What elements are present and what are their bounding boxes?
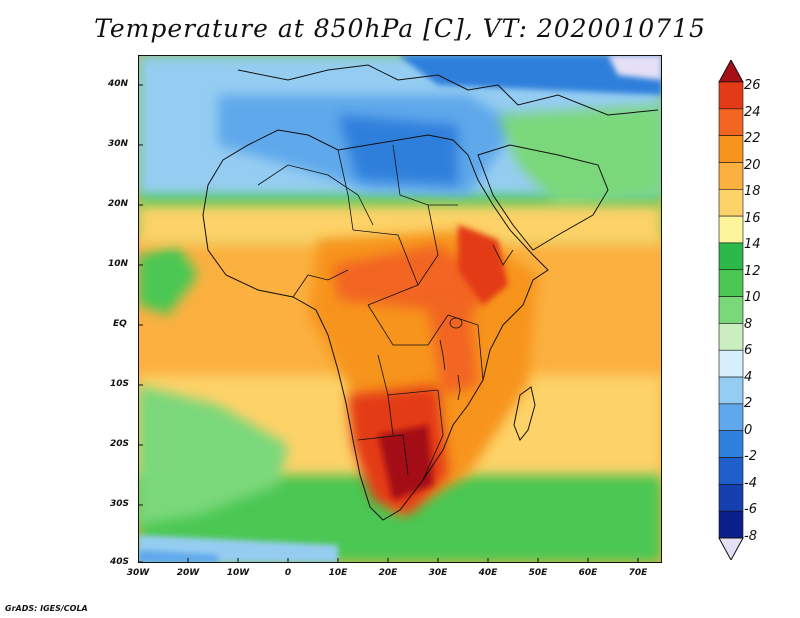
lon-label-20e: 20E bbox=[378, 568, 398, 578]
colorbar-segment bbox=[718, 108, 744, 136]
lon-label-50e: 50E bbox=[528, 568, 548, 578]
ethiopia-heat bbox=[458, 225, 508, 305]
lon-label-30e: 30E bbox=[428, 568, 448, 578]
lake-tanganyika bbox=[439, 339, 446, 371]
colorbar-label: 8 bbox=[744, 317, 753, 332]
lat-label-30n: 30N bbox=[108, 139, 129, 149]
colorbar-bottom-triangle bbox=[718, 537, 744, 560]
colorbar-label: 2 bbox=[744, 396, 753, 411]
colorbar-segment bbox=[718, 135, 744, 163]
colorbar-segment bbox=[718, 215, 744, 244]
lon-label-10e: 10E bbox=[328, 568, 348, 578]
colorbar-segment bbox=[718, 269, 744, 297]
colorbar-label: 14 bbox=[744, 237, 761, 252]
colorbar-label: 22 bbox=[744, 131, 761, 146]
arabia-cool bbox=[498, 105, 662, 205]
colorbar-label: 10 bbox=[744, 290, 761, 305]
colorbar-label: 0 bbox=[744, 423, 753, 438]
lake-malawi bbox=[457, 374, 461, 401]
mediterranean-cold bbox=[398, 55, 662, 95]
colorbar-segment bbox=[718, 430, 744, 458]
colorbar-label: -6 bbox=[744, 502, 757, 517]
south-atlantic-green bbox=[138, 385, 288, 525]
colorbar-segment bbox=[718, 376, 744, 405]
temperature-map bbox=[138, 55, 662, 563]
axis-ticks bbox=[138, 84, 639, 563]
colorbar-segment bbox=[718, 296, 744, 324]
colorbar-label: -4 bbox=[744, 476, 757, 491]
colorbar-label: 12 bbox=[744, 264, 761, 279]
lat-label-40n: 40N bbox=[108, 79, 129, 89]
lat-label-10s: 10S bbox=[110, 379, 130, 389]
colorbar-segment bbox=[718, 349, 744, 378]
colorbar-label: 16 bbox=[744, 211, 761, 226]
colorbar-label: 26 bbox=[744, 78, 761, 93]
lon-label-70e: 70E bbox=[628, 568, 648, 578]
lon-label-40e: 40E bbox=[478, 568, 498, 578]
credit-text: GrADS: IGES/COLA bbox=[5, 604, 88, 613]
atlantic-green-patch bbox=[138, 245, 198, 315]
map-title: Temperature at 850hPa [C], VT: 202001071… bbox=[94, 14, 706, 43]
sahel-heat bbox=[333, 245, 498, 315]
colorbar-label: -8 bbox=[744, 529, 757, 544]
colorbar-label: 20 bbox=[744, 158, 761, 173]
far-south-deep-blue bbox=[138, 550, 218, 563]
colorbar-label: -2 bbox=[744, 449, 757, 464]
map-border bbox=[138, 55, 662, 563]
lat-label-40s: 40S bbox=[110, 557, 130, 567]
colorbar-segment bbox=[718, 510, 744, 539]
lon-label-60e: 60E bbox=[578, 568, 598, 578]
colorbar-label: 4 bbox=[744, 370, 753, 385]
colorbar-segment bbox=[718, 457, 744, 485]
lon-label-0: 0 bbox=[284, 568, 292, 578]
colorbar-label: 6 bbox=[744, 343, 753, 358]
lon-label-30w: 30W bbox=[126, 568, 150, 578]
colorbar-segment bbox=[718, 188, 744, 217]
lat-label-30s: 30S bbox=[110, 499, 130, 509]
lake-victoria bbox=[449, 317, 463, 329]
europe-coastline bbox=[237, 64, 659, 116]
lat-label-eq: EQ bbox=[113, 319, 127, 329]
country-borders bbox=[257, 144, 514, 481]
colorbar-label: 24 bbox=[744, 105, 761, 120]
colorbar-segment bbox=[718, 81, 744, 110]
lat-label-20n: 20N bbox=[108, 199, 129, 209]
kalahari-hot-core bbox=[378, 425, 433, 500]
lon-label-10w: 10W bbox=[226, 568, 250, 578]
colorbar-segment bbox=[718, 323, 744, 351]
colorbar-label: 18 bbox=[744, 184, 761, 199]
arabia-coastline bbox=[477, 144, 609, 251]
colorbar-segment bbox=[718, 403, 744, 432]
colorbar-segment bbox=[718, 242, 744, 271]
colorbar-segment bbox=[718, 162, 744, 190]
lat-label-20s: 20S bbox=[110, 439, 130, 449]
africa-coastline bbox=[202, 129, 549, 521]
colorbar bbox=[718, 60, 744, 560]
libya-cold-core bbox=[338, 115, 458, 185]
east-africa-heat bbox=[428, 295, 478, 395]
colorbar-top-triangle bbox=[718, 60, 744, 83]
colorbar-segment bbox=[718, 484, 744, 512]
arctic-corner bbox=[608, 55, 662, 80]
lon-label-20w: 20W bbox=[176, 568, 200, 578]
madagascar-coastline bbox=[513, 386, 536, 441]
lat-label-10n: 10N bbox=[108, 259, 129, 269]
